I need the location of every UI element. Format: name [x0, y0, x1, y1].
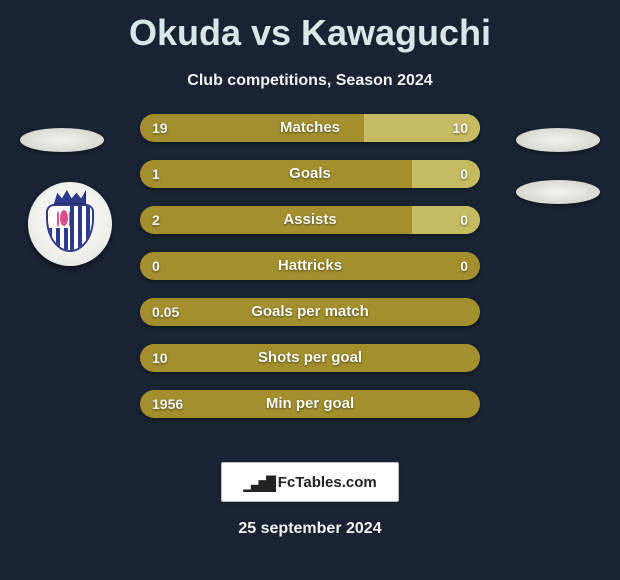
date-label: 25 september 2024	[0, 520, 620, 538]
stat-row: 00Hattricks	[140, 252, 480, 280]
brand-text: FcTables.com	[278, 474, 377, 491]
player-right-marker-bottom	[516, 180, 600, 204]
stat-row: 10Shots per goal	[140, 344, 480, 372]
stat-bars: 1910Matches 10Goals 20Assists 00Hattricks 0.…	[140, 114, 480, 436]
stat-label: Shots per goal	[140, 344, 480, 372]
stat-row: 1956Min per goal	[140, 390, 480, 418]
stat-label: Assists	[140, 206, 480, 234]
player-right-marker-top	[516, 128, 600, 152]
chart-icon: ▁▃▅▇	[243, 473, 274, 492]
stat-label: Goals	[140, 160, 480, 188]
stat-label: Matches	[140, 114, 480, 142]
stat-row: 0.05Goals per match	[140, 298, 480, 326]
brand-badge[interactable]: ▁▃▅▇ FcTables.com	[221, 462, 399, 502]
stat-label: Goals per match	[140, 298, 480, 326]
comparison-content: /* reposition ellipses relative to body …	[0, 114, 620, 434]
crown-icon	[54, 190, 86, 204]
stat-row: 10Goals	[140, 160, 480, 188]
stat-label: Hattricks	[140, 252, 480, 280]
flower-icon	[60, 210, 68, 227]
stat-row: 20Assists	[140, 206, 480, 234]
page-title: Okuda vs Kawaguchi	[0, 0, 620, 54]
club-crest-left	[28, 182, 112, 266]
stat-row: 1910Matches	[140, 114, 480, 142]
shield-icon	[46, 204, 94, 252]
player-left-marker-top	[20, 128, 104, 152]
subtitle: Club competitions, Season 2024	[0, 72, 620, 90]
stat-label: Min per goal	[140, 390, 480, 418]
